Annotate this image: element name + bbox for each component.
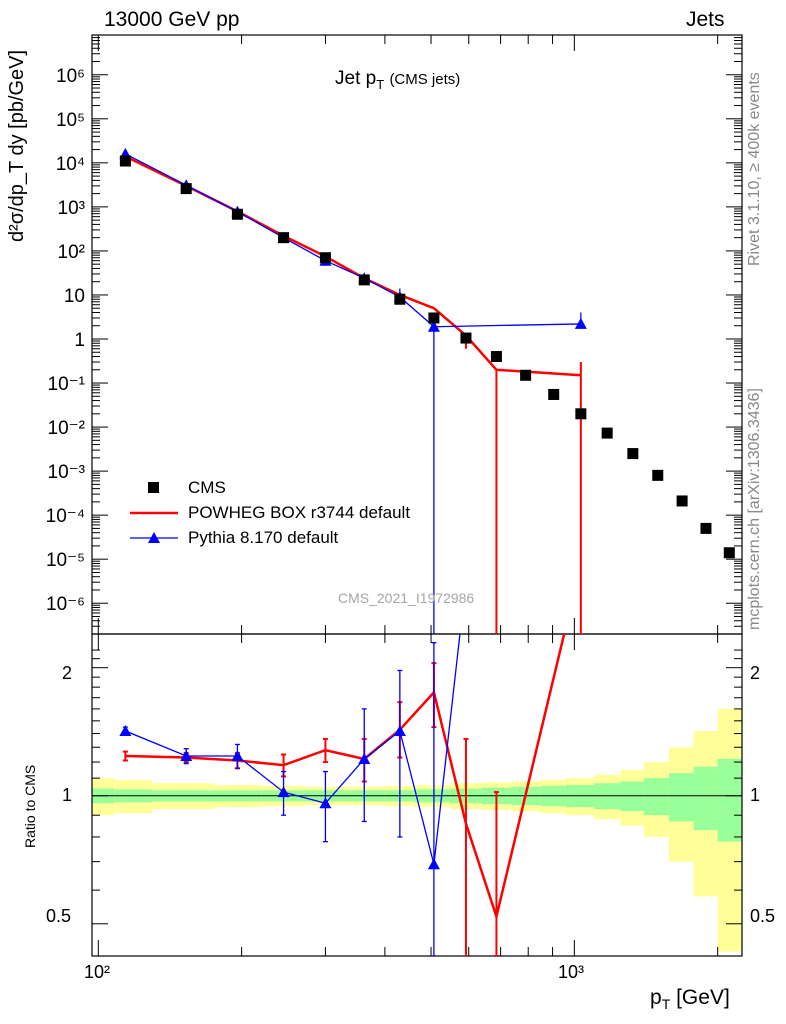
ratio-band-inner	[643, 778, 669, 816]
main-y-tick-label: 10⁻³	[48, 462, 86, 483]
cms-point	[460, 332, 472, 344]
cms-point	[394, 293, 406, 305]
legend-label-powheg: POWHEG BOX r3744 default	[188, 503, 411, 522]
ratio-tick-right-05: 0.5	[750, 906, 776, 926]
chart-title-main: Jet p	[335, 68, 377, 89]
cms-point	[119, 155, 131, 167]
main-y-tick-label: 10⁻²	[48, 418, 86, 439]
ratio-pythia-point	[393, 724, 406, 736]
pythia-line	[125, 153, 581, 328]
ratio-tick-left-05: 0.5	[46, 906, 72, 926]
legend-label-cms: CMS	[188, 478, 226, 497]
ratio-band-inner	[620, 781, 644, 812]
x-tick-label-100: 10²	[84, 962, 111, 982]
ratio-pythia-line	[125, 634, 461, 865]
cms-point	[700, 522, 712, 534]
main-y-tick-label: 1	[74, 330, 85, 351]
ratio-pythia-point	[231, 749, 244, 761]
header-left: 13000 GeV pp	[104, 8, 240, 31]
pythia-point	[574, 317, 587, 329]
ratio-y-axis-label: Ratio to CMS	[22, 764, 38, 848]
ratio-band-inner	[717, 758, 742, 842]
ratio-pythia-point	[119, 724, 132, 736]
cms-point	[231, 208, 243, 220]
ratio-band-inner	[668, 773, 694, 822]
ratio-powheg-line	[125, 634, 566, 922]
watermark: CMS_2021_I1972986	[338, 590, 475, 606]
legend-marker-pythia	[148, 532, 160, 543]
cms-point	[723, 547, 735, 559]
ratio-panel-frame	[91, 633, 743, 957]
main-y-tick-label: 10⁻⁶	[46, 594, 85, 615]
chart-title-sub: T	[376, 76, 385, 92]
main-y-tick-label: 10	[64, 286, 85, 307]
x-axis-label: pT [GeV]	[650, 986, 730, 1012]
main-y-tick-label: 10⁻¹	[48, 374, 86, 395]
ratio-tick-left-1: 1	[62, 785, 73, 805]
header-right: Jets	[686, 8, 725, 31]
cms-point	[627, 448, 639, 460]
main-y-tick-label: 10⁶	[56, 66, 85, 87]
cms-point	[278, 232, 290, 244]
legend-marker-cms	[148, 482, 159, 493]
main-y-tick-label: 10⁻⁴	[46, 506, 85, 527]
ratio-tick-right-1: 1	[750, 785, 761, 805]
main-y-tick-label: 10⁴	[56, 154, 85, 175]
ratio-band-inner	[693, 766, 718, 831]
cms-point	[575, 408, 587, 420]
cms-point	[520, 369, 532, 381]
pythia-point	[427, 320, 440, 332]
cms-point	[601, 427, 613, 439]
cms-point	[652, 469, 664, 481]
main-y-tick-label: 10⁵	[56, 110, 85, 131]
cms-point	[548, 388, 560, 400]
main-y-tick-label: 10³	[58, 198, 85, 219]
ratio-tick-left-2: 2	[62, 663, 73, 683]
x-axis-label-unit: [GeV]	[676, 986, 730, 1009]
main-y-tick-label: 10⁻⁵	[46, 550, 85, 571]
cms-point	[358, 274, 370, 286]
ratio-tick-right-2: 2	[750, 663, 761, 683]
cms-point	[490, 351, 502, 363]
ratio-pythia-point	[180, 749, 193, 761]
ratio-pythia-point	[319, 797, 332, 809]
main-y-axis-label: d²σ/dp_T dy [pb/GeV]	[6, 49, 28, 242]
x-tick-label-1000: 10³	[558, 962, 585, 982]
ratio-pythia-point	[358, 752, 371, 764]
chart-title-paren: (CMS jets)	[389, 71, 461, 88]
rivet-version-text: Rivet 3.1.10, ≥ 400k events	[746, 72, 763, 266]
cms-point	[180, 183, 192, 195]
mcplots-text: mcplots.cern.ch [arXiv:1306.3436]	[746, 388, 763, 630]
cms-point	[428, 312, 440, 324]
ratio-pythia-point	[427, 858, 440, 870]
legend-label-pythia: Pythia 8.170 default	[188, 528, 339, 547]
main-y-tick-label: 10²	[58, 242, 85, 263]
x-axis-label-sub: T	[661, 996, 671, 1013]
cms-point	[319, 252, 331, 264]
x-axis-label-main: p	[650, 986, 662, 1009]
cms-point	[676, 495, 688, 507]
chart-title: Jet pT (CMS jets)	[335, 68, 460, 92]
ratio-pythia-point	[277, 786, 290, 798]
